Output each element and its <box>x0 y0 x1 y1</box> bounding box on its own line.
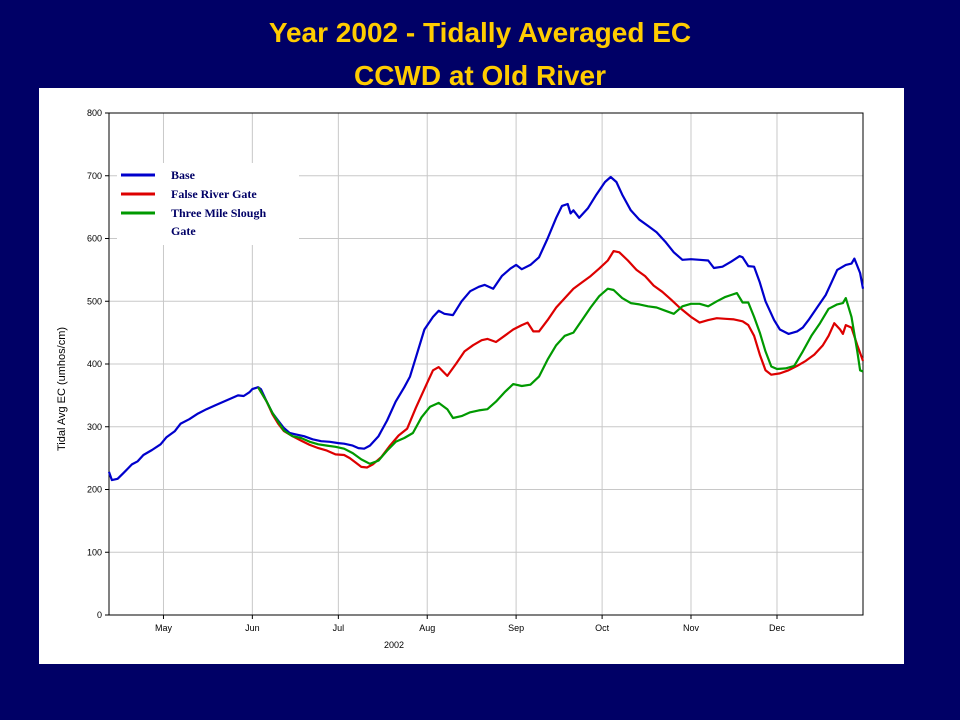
series-line-false-river-gate <box>257 250 865 469</box>
x-tick-label: Aug <box>419 623 435 633</box>
chart-panel: 0 100 200 300 400 500 600 700 800 May Jun Jul Aug Sep… <box>39 88 904 664</box>
x-tick-label: Jul <box>333 623 345 633</box>
x-tick-label: Oct <box>595 623 610 633</box>
y-axis-label: Tidal Avg EC (umhos/cm) <box>56 327 68 451</box>
y-tick-label: 800 <box>87 108 102 118</box>
y-tick-label: 0 <box>97 610 102 620</box>
series-line-three-mile-slough-gate <box>257 287 864 465</box>
legend-label: Three Mile Slough Gate <box>171 206 266 238</box>
y-tick-label: 400 <box>87 359 102 369</box>
y-tick-label: 300 <box>87 422 102 432</box>
y-tick-label: 200 <box>87 485 102 495</box>
x-tick-label: Dec <box>769 623 786 633</box>
legend-label: False River Gate <box>171 187 257 201</box>
x-axis-label: 2002 <box>384 640 404 650</box>
y-tick-label: 100 <box>87 547 102 557</box>
series-line-base <box>107 175 865 482</box>
chart-title: Year 2002 - Tidally Averaged EC <box>268 17 692 48</box>
y-tick-label: 600 <box>87 234 102 244</box>
legend-box <box>117 163 299 245</box>
y-tick-label: 700 <box>87 171 102 181</box>
legend-label: Base <box>171 168 196 182</box>
x-tick-label: Sep <box>508 623 524 633</box>
line-chart: 0 100 200 300 400 500 600 700 800 May Jun Jul Aug Sep… <box>56 108 865 650</box>
chart-subtitle: CCWD at Old River <box>353 60 607 91</box>
y-tick-label: 500 <box>87 296 102 306</box>
x-tick-label: May <box>155 623 173 633</box>
x-tick-label: Jun <box>245 623 260 633</box>
plot-frame <box>108 112 864 616</box>
x-tick-label: Nov <box>683 623 700 633</box>
